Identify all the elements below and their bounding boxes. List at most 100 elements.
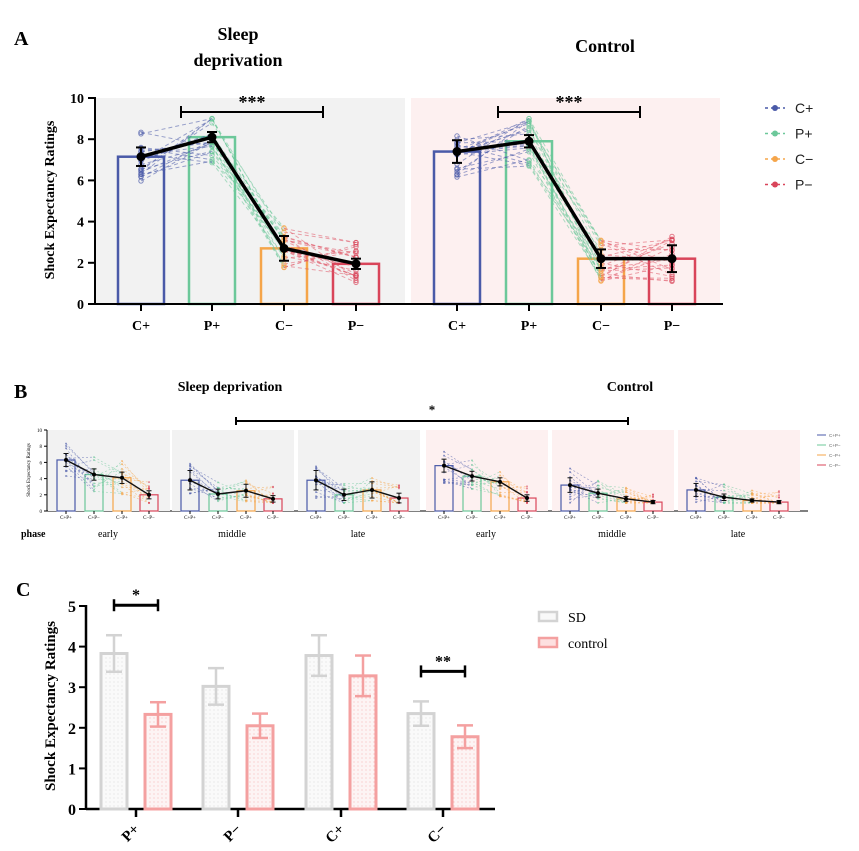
- mean-point: [524, 136, 534, 146]
- participant-line: [121, 486, 150, 489]
- participant-line: [625, 489, 654, 504]
- participant-line: [189, 477, 219, 493]
- panel-b: B Sleep deprivation Control * Shock Expectan…: [14, 380, 841, 540]
- participant-line: [211, 162, 285, 257]
- participant-point: [471, 487, 473, 490]
- significance-label: ***: [556, 92, 583, 112]
- y-tick-label: 6: [77, 174, 84, 189]
- participant-line: [283, 249, 357, 277]
- significance-label: ***: [239, 92, 266, 112]
- participant-line: [93, 460, 123, 490]
- group-P−: P−: [201, 666, 275, 845]
- x-tick-label: P−: [348, 319, 365, 334]
- participant-line: [456, 133, 530, 141]
- y-tick-label: 3: [68, 680, 76, 697]
- participant-line: [597, 497, 627, 504]
- participant-point: [138, 171, 144, 178]
- participant-line: [315, 482, 345, 491]
- participant-point: [353, 239, 359, 246]
- participant-line: [456, 145, 530, 154]
- participant-point: [398, 486, 400, 489]
- participant-line: [65, 468, 95, 472]
- participant-line: [343, 490, 373, 504]
- y-tick-label: 0: [40, 510, 43, 515]
- participant-line: [499, 484, 528, 504]
- participant-point: [723, 501, 725, 504]
- legend-label: C+P−: [829, 443, 841, 448]
- mean-line: [695, 489, 780, 503]
- participant-line: [315, 475, 345, 504]
- participant-point: [499, 474, 501, 477]
- phase-label: middle: [598, 529, 626, 540]
- participant-point: [245, 480, 247, 483]
- participant-line: [140, 131, 213, 148]
- participant-line: [140, 153, 213, 164]
- participant-point: [343, 501, 345, 504]
- participant-line: [443, 475, 473, 480]
- participant-line: [211, 144, 285, 268]
- x-tick-label: C+: [448, 319, 466, 334]
- participant-point: [625, 487, 627, 490]
- participant-point: [597, 484, 599, 487]
- participant-line: [625, 495, 654, 504]
- y-tick-label: 8: [40, 445, 43, 450]
- y-tick-label: 1: [68, 761, 76, 778]
- mean-point: [442, 463, 446, 468]
- plot-background: [96, 98, 405, 304]
- participant-point: [93, 488, 95, 491]
- participant-line: [600, 240, 673, 263]
- participant-point: [499, 488, 501, 491]
- mean-point: [370, 487, 374, 492]
- participant-line: [456, 148, 530, 176]
- group-title-sleep-deprivation: Sleep deprivation: [178, 380, 283, 395]
- y-tick-label: 10: [37, 429, 43, 434]
- subplot-sleep-deprivation-middle: C+P+ C+P− C−P+ C−P− middle: [172, 430, 294, 540]
- participant-point: [148, 481, 150, 484]
- participant-line: [343, 488, 373, 493]
- participant-line: [343, 500, 373, 504]
- participant-point: [209, 159, 215, 166]
- participant-line: [283, 227, 357, 279]
- participant-line: [723, 495, 753, 498]
- participant-line: [121, 478, 150, 483]
- x-tick-label: P−: [664, 319, 681, 334]
- participant-line: [443, 461, 473, 479]
- participant-point: [315, 497, 317, 500]
- participant-point: [695, 498, 697, 501]
- legend-marker: [772, 130, 778, 137]
- participant-point: [65, 470, 67, 473]
- y-axis-label: Shock Expectancy Ratings: [43, 120, 58, 279]
- mean-point: [624, 496, 628, 501]
- participant-line: [569, 489, 599, 504]
- participant-line: [600, 258, 673, 270]
- participant-line: [471, 471, 501, 486]
- participant-line: [315, 489, 345, 495]
- mean-line: [189, 479, 274, 500]
- mean-line: [569, 484, 654, 503]
- participant-line: [189, 487, 219, 494]
- participant-point: [778, 496, 780, 499]
- participant-point: [569, 498, 571, 501]
- x-tick-label: C+P−: [718, 516, 730, 521]
- participant-line: [189, 468, 219, 488]
- participant-line: [315, 481, 345, 504]
- y-tick-label: 6: [40, 461, 43, 466]
- panel-a: A Shock Expectancy Ratings 0 2 4 6 8 10 Sleep dep…: [14, 24, 813, 334]
- participant-point: [751, 489, 753, 492]
- participant-line: [723, 497, 753, 504]
- participant-line: [600, 246, 673, 282]
- participant-line: [443, 460, 473, 465]
- x-tick-label: C−P+: [366, 516, 378, 521]
- participant-line: [211, 159, 285, 249]
- mean-point: [525, 496, 529, 501]
- participant-line: [528, 133, 602, 270]
- participant-line: [499, 494, 528, 503]
- subplot-title: deprivation: [193, 50, 282, 70]
- participant-line: [283, 250, 357, 268]
- significance-label: **: [435, 653, 451, 670]
- x-tick-label: C−: [425, 822, 450, 847]
- x-tick-label: C−P+: [240, 516, 252, 521]
- participant-line: [315, 491, 345, 504]
- mean-point: [397, 496, 401, 501]
- participant-line: [528, 118, 602, 242]
